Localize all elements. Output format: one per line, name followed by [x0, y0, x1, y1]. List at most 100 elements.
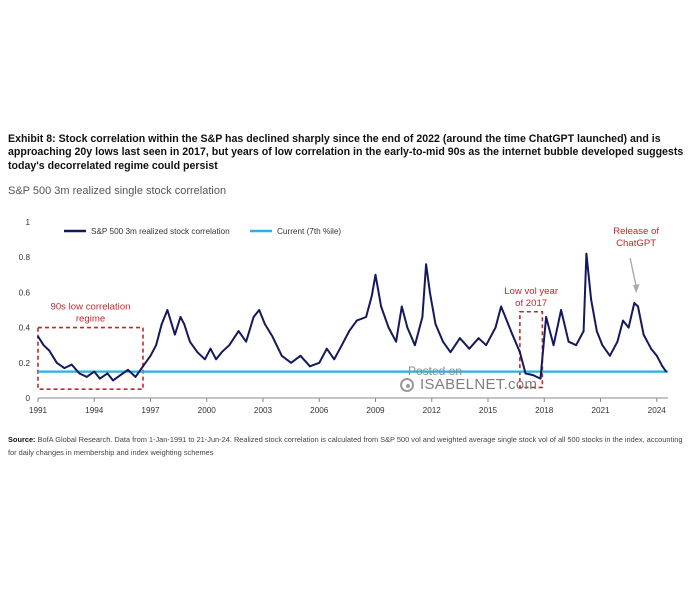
- correlation-line-chart: 1991 1994 1997 2000 2003 2006 2009 2012 2015 2018…: [19, 218, 668, 415]
- series-point: [271, 335, 274, 338]
- series-point: [112, 379, 114, 382]
- series-point: [299, 354, 302, 357]
- source-label: Source:: [8, 435, 36, 444]
- series-point: [78, 372, 81, 375]
- series-point: [387, 326, 390, 329]
- series-point: [500, 305, 503, 308]
- chart-subtitle: S&P 500 3m realized single stock correla…: [8, 185, 227, 197]
- y-tick-label: 0.4: [19, 324, 31, 333]
- x-tick-label: 2006: [310, 406, 329, 415]
- series-point: [518, 351, 521, 354]
- y-tick-label: 1: [25, 218, 30, 227]
- series-point: [290, 361, 293, 364]
- series-point: [380, 305, 383, 308]
- series-point: [142, 365, 144, 368]
- series-point: [42, 344, 45, 347]
- watermark: Posted on ISABELNET.com: [400, 364, 540, 404]
- series-point: [468, 347, 471, 350]
- x-tick-label: 1997: [141, 406, 160, 415]
- x-tick-label: 2021: [591, 406, 610, 415]
- annotation-label-1: of 2017: [515, 298, 547, 309]
- series-point: [155, 344, 158, 347]
- series-point: [449, 351, 452, 354]
- annotation-label-1: Low vol year: [504, 286, 559, 297]
- series-point: [237, 330, 240, 333]
- series-point: [485, 344, 488, 347]
- series-point: [179, 316, 182, 318]
- series-point: [173, 333, 176, 336]
- series-point: [119, 374, 122, 377]
- series-point: [442, 340, 444, 343]
- series-point: [325, 347, 328, 350]
- series-point: [650, 347, 653, 350]
- series-point: [494, 326, 497, 329]
- series-point: [477, 337, 480, 340]
- series-point: [245, 340, 248, 343]
- series-point: [582, 330, 585, 333]
- series-point: [633, 302, 636, 304]
- series-point: [575, 344, 578, 347]
- series-point: [595, 330, 598, 333]
- series-point: [545, 316, 548, 318]
- x-tick-label: 2012: [423, 406, 442, 415]
- series-point: [374, 273, 377, 276]
- series-point: [355, 319, 358, 322]
- series-point: [37, 335, 39, 338]
- annotation-label-0: 90s low correlation: [51, 302, 131, 313]
- series-point: [48, 349, 51, 352]
- series-point: [539, 377, 542, 380]
- series-point: [98, 377, 101, 380]
- series-point: [458, 337, 461, 340]
- series-point: [215, 358, 218, 361]
- series-point: [106, 372, 109, 375]
- series-layer: [37, 252, 668, 382]
- series-point: [601, 344, 604, 347]
- x-tick-label: 2018: [535, 406, 554, 415]
- annotation-box-0: [37, 326, 144, 390]
- series-point: [149, 354, 152, 357]
- series-point: [637, 305, 639, 308]
- series-point: [428, 291, 431, 294]
- series-point: [134, 375, 137, 378]
- series-point: [220, 351, 223, 354]
- series-point: [395, 340, 398, 343]
- watermark-line1: Posted on: [408, 364, 463, 378]
- source-text: BofA Global Research. Data from 1-Jan-19…: [8, 435, 683, 457]
- series-point: [258, 309, 261, 311]
- series-point: [400, 305, 403, 308]
- x-tick-label: 1991: [29, 406, 48, 415]
- series-point: [552, 344, 555, 347]
- chart-axes: 1991 1994 1997 2000 2003 2006 2009 2012 2015 2018…: [19, 218, 668, 415]
- series-point: [406, 326, 409, 329]
- series-point: [370, 295, 373, 297]
- annotation-boxes: [37, 310, 544, 390]
- x-tick-label: 2003: [254, 406, 273, 415]
- series-point: [642, 333, 645, 336]
- series-point: [622, 319, 624, 322]
- x-tick-label: 2009: [366, 406, 385, 415]
- annotation-arrow-head: [633, 284, 640, 294]
- series-point: [434, 323, 437, 325]
- series-point: [333, 358, 336, 361]
- legend-label-current: Current (7th %ile): [277, 227, 341, 236]
- series-point: [93, 370, 96, 373]
- series-point: [188, 340, 191, 343]
- series-point: [560, 309, 563, 311]
- annotation-arrow-shaft: [629, 258, 637, 287]
- series-point: [183, 323, 186, 325]
- series-point: [413, 344, 416, 347]
- series-point: [348, 330, 351, 333]
- annotation-label-0: regime: [76, 314, 105, 325]
- series-point: [318, 361, 321, 364]
- chart-legend: S&P 500 3m realized stock correlation Cu…: [64, 227, 341, 236]
- series-point: [567, 340, 570, 343]
- series-point: [280, 354, 283, 357]
- y-tick-label: 0: [25, 394, 30, 403]
- series-point: [524, 372, 527, 375]
- series-point: [70, 363, 73, 366]
- series-point: [616, 340, 619, 343]
- series-correlation-line: [37, 252, 667, 382]
- series-point: [160, 323, 163, 325]
- legend-label-correlation: S&P 500 3m realized stock correlation: [91, 227, 230, 236]
